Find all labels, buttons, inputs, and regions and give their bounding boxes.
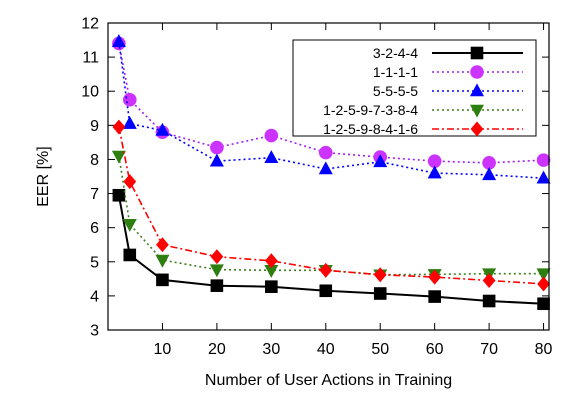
triangle-up-marker-point: [111, 34, 126, 48]
triangle-down-marker-point: [209, 264, 224, 278]
triangle-up-marker-point: [318, 161, 333, 175]
y-tick-label: 6: [90, 220, 99, 237]
triangle-down-marker-point: [155, 254, 170, 268]
triangle-up-marker-point: [122, 115, 137, 129]
square-marker-point: [373, 287, 387, 300]
triangle-up-marker-point: [536, 170, 551, 184]
diamond-marker-point: [156, 237, 169, 253]
legend-label: 1-2-5-9-7-3-8-4: [323, 102, 418, 118]
diamond-marker-point: [482, 273, 496, 288]
square-marker-point: [123, 248, 137, 262]
y-tick-label: 5: [90, 254, 99, 271]
triangle-up-marker-point: [264, 150, 279, 164]
y-tick-label: 11: [82, 50, 99, 67]
series-line: [118, 126, 544, 285]
y-tick-label: 12: [81, 16, 99, 33]
legend-label: 5-5-5-5: [373, 83, 418, 99]
plot-frame: [107, 22, 550, 331]
square-marker-point: [112, 188, 126, 202]
triangle-up-marker-point: [482, 167, 497, 181]
triangle-up-marker-point: [373, 154, 388, 168]
x-axis-label: Number of User Actions in Training: [205, 372, 452, 389]
axis-ticks: 3 4 5 6 7 8 9 10 11 12 10 20 30 40 50 60 70 80: [81, 16, 552, 359]
legend: 3-2-4-4 1-1-1-1 5-5-5-5 1-2-5-9-7-3-8-4 1-2-…: [292, 39, 537, 137]
y-tick-label: 4: [90, 288, 99, 305]
triangle-up-marker-point: [155, 122, 170, 136]
x-tick-label: 10: [154, 341, 172, 358]
legend-box: [292, 39, 537, 137]
diamond-marker-point: [373, 267, 387, 283]
square-marker-point: [156, 273, 169, 287]
triangle-down-marker-point: [536, 268, 551, 282]
diamond-marker-point: [264, 253, 278, 269]
legend-label: 1-1-1-1: [373, 64, 418, 80]
square-marker-point: [210, 279, 224, 292]
x-tick-label: 30: [262, 341, 280, 358]
x-tick-label: 40: [317, 341, 335, 358]
square-marker-legend: [470, 46, 484, 60]
x-tick-label: 20: [208, 341, 226, 358]
x-tick-label: 50: [371, 341, 389, 358]
series-5: [112, 119, 550, 292]
series-line: [118, 43, 544, 164]
y-axis-label: EER [%]: [35, 146, 52, 206]
diamond-marker-point: [319, 262, 333, 278]
series-4: [111, 150, 551, 283]
x-tick-label: 70: [480, 341, 498, 358]
triangle-down-marker-point: [111, 150, 126, 164]
series-group: [111, 34, 551, 311]
y-tick-label: 10: [81, 84, 99, 101]
triangle-up-marker-point: [427, 165, 442, 179]
diamond-marker-point: [537, 276, 550, 292]
diamond-marker-legend: [470, 121, 484, 137]
square-marker-point: [319, 284, 333, 298]
x-tick-label: 80: [535, 341, 553, 358]
triangle-down-marker-legend: [469, 104, 485, 118]
square-marker-point: [428, 290, 441, 303]
triangle-up-marker-point: [209, 153, 224, 167]
diamond-marker-point: [112, 119, 126, 135]
diamond-marker-point: [123, 174, 137, 190]
square-marker-point: [482, 294, 496, 308]
circle-marker-point: [210, 140, 224, 155]
circle-marker-point: [122, 92, 137, 107]
y-tick-label: 7: [90, 186, 99, 203]
y-tick-label: 8: [90, 152, 99, 169]
y-tick-label: 9: [90, 118, 99, 135]
y-tick-label: 3: [90, 323, 99, 340]
series-line: [117, 195, 544, 305]
triangle-up-marker-legend: [469, 83, 485, 97]
square-marker-point: [265, 280, 278, 293]
series-line: [118, 41, 544, 179]
x-tick-label: 60: [426, 341, 444, 358]
series-3: [111, 34, 551, 184]
circle-marker-point: [318, 145, 333, 160]
circle-marker-legend: [470, 65, 484, 79]
diamond-marker-point: [428, 269, 442, 285]
series-1: [112, 188, 550, 311]
diamond-marker-point: [210, 249, 224, 265]
square-marker-point: [537, 297, 550, 311]
triangle-down-marker-point: [122, 218, 137, 232]
legend-label: 1-2-5-9-8-4-1-6: [323, 121, 418, 137]
circle-marker-point: [264, 128, 279, 143]
legend-label: 3-2-4-4: [373, 45, 418, 61]
circle-marker-point: [536, 153, 551, 167]
